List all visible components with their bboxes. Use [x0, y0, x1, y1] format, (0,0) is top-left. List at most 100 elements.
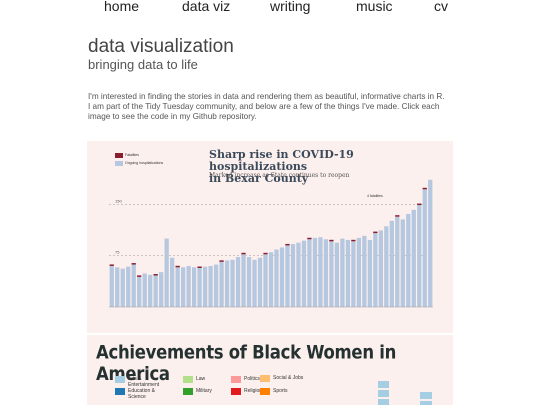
chart-bar — [202, 266, 208, 307]
legend-label: Politics — [244, 376, 260, 382]
chart-bar — [367, 239, 372, 307]
chart-bar — [197, 268, 202, 307]
chart-bar — [257, 257, 263, 307]
achievement-bar-segment — [378, 399, 389, 405]
legend-swatch — [183, 376, 193, 383]
chart-bar — [312, 237, 318, 307]
fatality-bar — [263, 252, 268, 255]
chart-bar — [120, 268, 125, 307]
chart-bar — [334, 242, 340, 307]
fatality-bar — [351, 239, 356, 242]
chart-bar — [323, 239, 329, 307]
chart-bar — [191, 267, 197, 307]
chart-bar — [345, 239, 351, 307]
chart-bar — [164, 238, 169, 307]
covid-chart-plot: 75 150 4 fatalities — [109, 179, 433, 308]
achievements-chart-plot — [378, 381, 432, 405]
covid-chart-title-text: Sharp rise in COVID-19 hospitalizations … — [209, 148, 354, 185]
reference-line-label-1: 150 — [115, 198, 122, 203]
chart-bar — [351, 241, 356, 307]
fatality-bar — [417, 203, 422, 206]
chart-bar — [422, 189, 427, 307]
fatality-bar — [241, 252, 246, 255]
legend-fatalities-label: Fatalities — [125, 153, 140, 157]
reference-line-label-0: 75 — [115, 250, 120, 255]
chart-bar — [131, 264, 136, 307]
legend-label: Education & Science — [128, 388, 155, 400]
chart-bar — [395, 216, 400, 307]
chart-bar — [307, 239, 312, 307]
fatality-bar — [373, 231, 378, 234]
chart-bar — [142, 273, 147, 307]
fatality-bar — [395, 215, 400, 217]
nav-writing[interactable]: writing — [270, 0, 311, 14]
legend-label: Military — [196, 388, 212, 394]
chart-bar — [290, 244, 296, 307]
chart-bar — [296, 242, 301, 307]
fatality-bar — [329, 239, 334, 242]
chart-bar — [318, 237, 323, 307]
covid-chart-title: Sharp rise in COVID-19 hospitalizations … — [209, 149, 453, 185]
chart-bar — [246, 257, 252, 307]
fatality-bar — [175, 265, 180, 268]
achievements-chart-card[interactable]: Achievements of Black Women in America A… — [87, 335, 453, 405]
chart-bar — [378, 230, 383, 307]
chart-bar — [373, 233, 378, 307]
legend-hospitalizations-label: Ongoing hospitalizations — [125, 161, 164, 165]
covid-chart-card[interactable]: Fatalities Ongoing hospitalizations Shar… — [87, 141, 453, 333]
legend-swatch — [231, 388, 241, 395]
nav-music[interactable]: music — [356, 0, 393, 14]
chart-bar — [406, 213, 411, 307]
chart-bar — [175, 267, 180, 307]
legend-swatch — [231, 376, 241, 383]
chart-bar — [384, 226, 389, 307]
achievements-chart-title: Achievements of Black Women in America — [96, 341, 397, 385]
chart-bar — [219, 261, 224, 307]
legend-swatch — [183, 388, 193, 395]
chart-bar — [148, 274, 153, 307]
achievement-bar-segment — [420, 392, 432, 399]
chart-bar — [109, 265, 114, 307]
nav-data-viz[interactable]: data viz — [182, 0, 231, 14]
achievement-bar-segment — [378, 390, 389, 397]
nav-cv[interactable]: cv — [434, 0, 448, 14]
chart-bar — [301, 240, 307, 307]
fatality-bar — [422, 187, 427, 190]
chart-bar — [389, 220, 394, 307]
chart-bar — [362, 235, 367, 307]
fatality-bar — [137, 275, 142, 277]
chart-bar — [252, 259, 257, 307]
top-nav: home data viz writing music cv — [0, 0, 540, 16]
legend-label: Law — [196, 376, 206, 382]
legend-label: Sports — [273, 388, 288, 394]
chart-bar — [417, 205, 422, 307]
chart-bar — [340, 238, 345, 307]
legend-hospitalizations-swatch — [115, 161, 123, 166]
achievement-bar-segment — [378, 381, 389, 388]
chart-bar — [180, 267, 186, 307]
legend-swatch — [115, 388, 125, 395]
legend-swatch — [260, 388, 270, 395]
chart-bar — [285, 245, 290, 307]
chart-bar — [153, 275, 158, 307]
nav-home[interactable]: home — [104, 0, 140, 14]
chart-bar — [159, 272, 164, 307]
legend-swatch — [260, 375, 270, 382]
chart-bar — [224, 260, 230, 307]
fatality-bar — [197, 266, 202, 268]
chart-bar — [411, 209, 416, 307]
chart-bar — [329, 241, 334, 307]
chart-bar — [235, 257, 241, 307]
chart-bar — [137, 276, 142, 307]
annotation-fatalities: 4 fatalities — [367, 194, 383, 198]
fatality-bar — [285, 243, 290, 246]
chart-bar — [428, 179, 433, 307]
fatality-bar — [131, 263, 136, 265]
chart-bar — [268, 252, 274, 307]
legend-label: Arts & Entertainment — [128, 376, 160, 388]
chart-bar — [274, 249, 279, 307]
fatality-bar — [109, 264, 114, 266]
chart-bar — [356, 237, 362, 307]
covid-chart-subtitle: Marked increase as State continues to re… — [209, 172, 350, 179]
chart-bar — [279, 247, 285, 307]
